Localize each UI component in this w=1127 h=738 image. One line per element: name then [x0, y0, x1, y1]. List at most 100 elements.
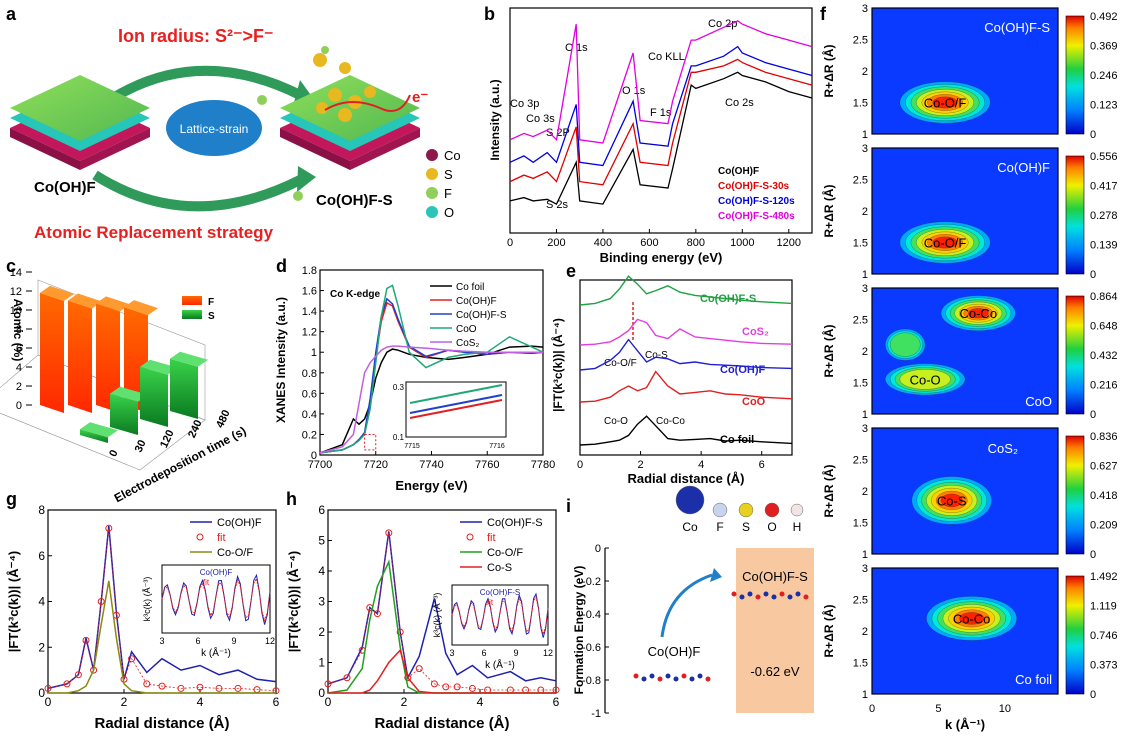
- slab-atom: [787, 594, 793, 600]
- zoom-box: [364, 433, 377, 451]
- y-axis-label: Atomic (%): [11, 299, 25, 362]
- map-title: Co foil: [1015, 672, 1052, 687]
- inset-fit-line: [451, 595, 549, 636]
- y-tick-label: 0: [311, 450, 317, 462]
- series-line: [319, 345, 543, 454]
- x-tick-label: 7760: [475, 459, 499, 471]
- y-tick-label: 0.6: [302, 388, 317, 400]
- colorbar-label: 0.278: [1090, 210, 1118, 222]
- x-tick-label: 4: [477, 695, 484, 709]
- atom-marker: [790, 503, 804, 517]
- slab-atom: [755, 594, 761, 600]
- y-axis-label: Intensity (a.u.): [488, 79, 502, 160]
- y-tick-label: 8: [16, 324, 22, 336]
- colorbar-label: 0.418: [1090, 490, 1118, 502]
- slab-atom: [649, 673, 655, 679]
- plot-frame: [871, 147, 1059, 275]
- atom-label: H: [793, 520, 802, 534]
- atom-marker: [738, 502, 754, 518]
- bottom-arrow-head: [297, 166, 316, 192]
- curve-label: Co(OH)F-S: [700, 293, 756, 305]
- atom-legend: Co F S O H: [675, 485, 804, 534]
- legend-label: Co(OH)F-S: [487, 517, 543, 529]
- y-axis-label: R+ΔR (Å): [821, 465, 836, 518]
- x-tick-label: 5: [935, 703, 941, 715]
- y-tick-label: 6: [38, 549, 45, 563]
- inset-line: [409, 384, 503, 404]
- panel-b-letter: b: [484, 4, 495, 24]
- annotation: Co-O: [604, 416, 628, 427]
- y-tick-label: 1.5: [853, 378, 868, 390]
- x-tick-label: 6: [273, 695, 280, 709]
- inset-tick-label: 0.1: [393, 433, 405, 442]
- fit-point: [44, 684, 52, 692]
- y-tick-label: 6: [16, 343, 22, 355]
- y-axis-label: R+ΔR (Å): [821, 325, 836, 378]
- contour: [940, 493, 963, 508]
- slab-atom: [673, 676, 679, 682]
- plot-frame: [871, 427, 1059, 555]
- slab-atom: [739, 594, 745, 600]
- y-tick-label: 2: [38, 640, 45, 654]
- panel-e-letter: e: [566, 261, 576, 281]
- inset-legend: fit: [487, 598, 494, 607]
- fit-line: [327, 532, 556, 691]
- lattice-strain-ellipse: [166, 100, 262, 156]
- colorbar-label: 0.432: [1090, 350, 1118, 362]
- slab-atom: [633, 673, 639, 679]
- y-tick-label: 5: [318, 534, 325, 548]
- y-tick-label: 6: [318, 503, 325, 517]
- x-axis-label: Binding energy (eV): [600, 250, 723, 265]
- y-tick-label: 1: [862, 409, 868, 421]
- legend-label: Co(OH)F-S-120s: [718, 196, 795, 207]
- annotation: Co-S: [645, 350, 668, 361]
- colorbar-label: 0: [1090, 549, 1096, 561]
- panel-e: e Co-O/F Co-S Co-O Co-Co: [566, 261, 685, 427]
- fit-point: [396, 628, 404, 636]
- x-tick-label: 7740: [419, 459, 443, 471]
- inset-tick-label: 12: [265, 636, 275, 646]
- y-tick-label: 1.5: [853, 238, 868, 250]
- x-tick-label: 0: [107, 448, 120, 459]
- legend-label: O: [444, 205, 454, 220]
- y-tick-label: 1.4: [302, 306, 317, 318]
- x-tick-label: 6: [759, 459, 765, 471]
- s-bar-top: [140, 359, 178, 375]
- legend-label: Co(OH)F-S: [456, 310, 507, 321]
- contour: [899, 369, 951, 390]
- peak-label: Co-O/F: [924, 236, 967, 251]
- lattice-strain-label: Lattice-strain: [180, 122, 249, 136]
- left-material-label: Co(OH)F: [34, 179, 96, 196]
- slab-atom: [689, 676, 695, 682]
- atom-label: O: [767, 520, 776, 534]
- fit-point: [143, 680, 151, 688]
- y-axis-label: Formation Energy (eV): [572, 566, 586, 695]
- f-bar-top: [96, 296, 130, 312]
- x-tick-label: 4: [197, 695, 204, 709]
- y-axis-label: R+ΔR (Å): [821, 45, 836, 98]
- slab-atom: [641, 676, 647, 682]
- inset-x-label: k (Å⁻¹): [201, 646, 231, 659]
- inset-tick-label: 0.3: [393, 383, 405, 392]
- y-axis-label: R+ΔR (Å): [821, 185, 836, 238]
- series-line: [579, 370, 793, 403]
- contour: [932, 236, 958, 249]
- curve-label: CoO: [742, 396, 766, 408]
- s-bar-top: [80, 422, 118, 438]
- slab-atom: [803, 594, 809, 600]
- atom-label: S: [742, 520, 750, 534]
- y-tick-label: 8: [38, 503, 45, 517]
- y-tick-label: 2: [862, 206, 868, 218]
- legend-label: Co(OH)F-S-480s: [718, 211, 795, 222]
- y-tick-label: 3: [862, 423, 868, 435]
- plot-frame: [871, 7, 1059, 135]
- plot-frame: [509, 7, 813, 234]
- y-tick-label: -0.2: [582, 576, 601, 588]
- bar-value-label: -0.62 eV: [750, 664, 799, 679]
- x-tick-label: 0: [325, 695, 332, 709]
- y-tick-label: 2: [318, 625, 325, 639]
- x-tick-label: 6: [553, 695, 560, 709]
